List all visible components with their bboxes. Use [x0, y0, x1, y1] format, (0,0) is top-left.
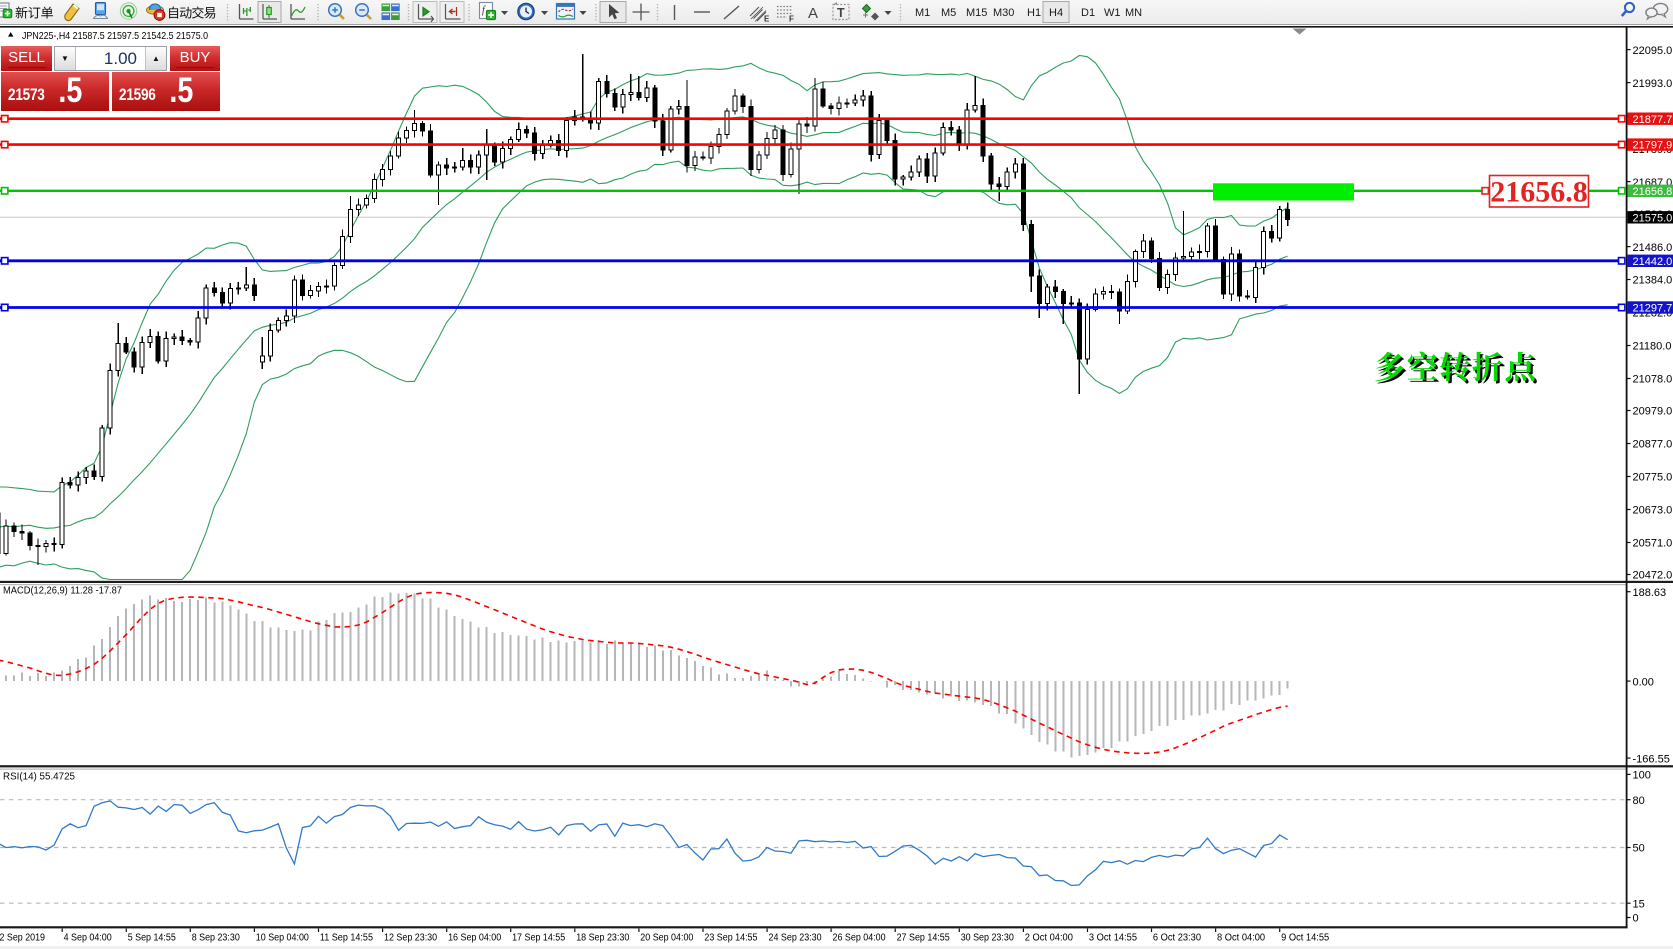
- svg-text:21797.9: 21797.9: [1633, 140, 1673, 152]
- svg-text:MACD(12,26,9) 11.28 -17.87: MACD(12,26,9) 11.28 -17.87: [3, 586, 122, 597]
- svg-text:22095.0: 22095.0: [1633, 45, 1673, 57]
- svg-text:T: T: [837, 6, 845, 20]
- svg-text:20571.0: 20571.0: [1633, 538, 1673, 550]
- svg-text:11 Sep 14:55: 11 Sep 14:55: [320, 933, 373, 944]
- svg-text:21993.0: 21993.0: [1633, 78, 1673, 90]
- svg-text:9 Oct 14:55: 9 Oct 14:55: [1281, 933, 1330, 944]
- svg-text:17 Sep 14:55: 17 Sep 14:55: [512, 933, 565, 944]
- svg-text:24 Sep 23:30: 24 Sep 23:30: [769, 933, 822, 944]
- svg-text:18 Sep 23:30: 18 Sep 23:30: [576, 933, 629, 944]
- svg-text:20877.0: 20877.0: [1633, 439, 1673, 451]
- svg-text:21442.0: 21442.0: [1633, 256, 1673, 268]
- svg-text:20979.0: 20979.0: [1633, 406, 1673, 418]
- svg-text:23 Sep 14:55: 23 Sep 14:55: [704, 933, 757, 944]
- svg-text:12 Sep 23:30: 12 Sep 23:30: [384, 933, 437, 944]
- svg-text:21384.0: 21384.0: [1633, 275, 1673, 287]
- svg-text:F: F: [789, 15, 794, 24]
- svg-text:2 Sep 2019: 2 Sep 2019: [0, 933, 45, 944]
- svg-text:20673.0: 20673.0: [1633, 505, 1673, 517]
- svg-text:21877.7: 21877.7: [1633, 114, 1673, 126]
- svg-text:0: 0: [1633, 913, 1639, 925]
- svg-text:f: f: [482, 5, 486, 16]
- svg-text:100: 100: [1633, 770, 1651, 782]
- svg-text:27 Sep 14:55: 27 Sep 14:55: [897, 933, 950, 944]
- svg-text:A: A: [808, 5, 818, 22]
- svg-text:5 Sep 14:55: 5 Sep 14:55: [128, 933, 176, 944]
- svg-text:21656.8: 21656.8: [1490, 176, 1588, 209]
- svg-text:21297.7: 21297.7: [1633, 303, 1673, 315]
- svg-text:20472.0: 20472.0: [1633, 570, 1673, 582]
- svg-text:20 Sep 04:00: 20 Sep 04:00: [640, 933, 693, 944]
- svg-text:8 Oct 04:00: 8 Oct 04:00: [1217, 933, 1266, 944]
- svg-text:4 Sep 04:00: 4 Sep 04:00: [64, 933, 112, 944]
- svg-text:15: 15: [1633, 898, 1645, 910]
- svg-text:21078.0: 21078.0: [1633, 374, 1673, 386]
- svg-text:16 Sep 04:00: 16 Sep 04:00: [448, 933, 501, 944]
- svg-text:2 Oct 04:00: 2 Oct 04:00: [1025, 933, 1074, 944]
- svg-text:50: 50: [1633, 843, 1645, 855]
- svg-text:8 Sep 23:30: 8 Sep 23:30: [192, 933, 240, 944]
- svg-text:0.00: 0.00: [1633, 676, 1654, 688]
- svg-text:26 Sep 04:00: 26 Sep 04:00: [833, 933, 886, 944]
- svg-text:-166.55: -166.55: [1633, 753, 1670, 765]
- svg-text:20775.0: 20775.0: [1633, 472, 1673, 484]
- svg-text:E: E: [764, 15, 770, 24]
- svg-text:21575.0: 21575.0: [1633, 212, 1673, 224]
- svg-text:RSI(14) 55.4725: RSI(14) 55.4725: [3, 772, 75, 783]
- svg-text:JPN225-,H4 21587.5 21597.5 21: JPN225-,H4 21587.5 21597.5 21542.5 21575…: [22, 30, 208, 42]
- svg-text:21656.8: 21656.8: [1633, 186, 1673, 198]
- svg-text:80: 80: [1633, 795, 1645, 807]
- svg-text:10 Sep 04:00: 10 Sep 04:00: [256, 933, 309, 944]
- svg-text:30 Sep 23:30: 30 Sep 23:30: [961, 933, 1014, 944]
- svg-text:188.63: 188.63: [1633, 587, 1667, 599]
- svg-text:21486.0: 21486.0: [1633, 242, 1673, 254]
- svg-text:21180.0: 21180.0: [1633, 341, 1672, 353]
- svg-text:3 Oct 14:55: 3 Oct 14:55: [1089, 933, 1138, 944]
- svg-text:6 Oct 23:30: 6 Oct 23:30: [1153, 933, 1202, 944]
